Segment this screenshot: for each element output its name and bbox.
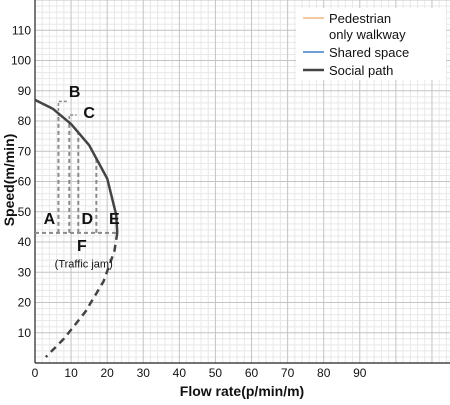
annotation-f: F (77, 238, 87, 255)
annotation-a: A (44, 211, 56, 228)
x-tick-label: 10 (64, 366, 78, 380)
annotation-b: B (69, 84, 81, 101)
x-tick-label: 0 (32, 366, 39, 380)
y-tick-label: 110 (12, 23, 31, 37)
y-tick-label: 90 (18, 84, 32, 98)
legend-label-social: Social path (329, 63, 393, 78)
y-tick-labels: 10 20 30 40 50 60 70 80 90 100 110 (11, 23, 31, 340)
series-lines (34, 98, 119, 358)
legend: Pedestrian only walkway Shared space Soc… (296, 8, 446, 80)
annotation-d: D (82, 211, 94, 228)
x-tick-label: 50 (209, 366, 223, 380)
annotation-traffic: (Traffic jam) (55, 259, 113, 271)
annotations: A BC D E F (Traffic jam) (44, 84, 120, 271)
y-tick-label: 100 (11, 54, 31, 68)
x-tick-label: 30 (137, 366, 151, 380)
legend-label-pedestrian-line2: only walkway (329, 27, 406, 42)
y-tick-label: 80 (18, 114, 32, 128)
y-tick-label: 70 (18, 144, 32, 158)
y-tick-label: 30 (18, 265, 32, 279)
legend-label-pedestrian-line1: Pedestrian (329, 11, 391, 26)
x-tick-label: 70 (281, 366, 295, 380)
y-tick-label: 10 (18, 326, 32, 340)
annotation-c: C (83, 105, 95, 122)
legend-label-shared: Shared space (329, 45, 409, 60)
legend-background (296, 8, 446, 80)
y-axis-title: Speed(m/min) (1, 134, 17, 227)
x-axis-title: Flow rate(p/min/m) (180, 383, 304, 399)
x-tick-label: 60 (245, 366, 259, 380)
y-tick-label: 50 (18, 205, 32, 219)
y-tick-label: 40 (18, 235, 32, 249)
y-tick-label: 20 (18, 296, 32, 310)
x-tick-label: 80 (317, 366, 331, 380)
y-tick-label: 60 (18, 175, 32, 189)
series-line-3-dashed (44, 232, 119, 358)
x-tick-label: 20 (100, 366, 114, 380)
annotation-e: E (109, 211, 120, 228)
x-tick-label: 90 (353, 366, 367, 380)
axes (34, 0, 450, 364)
x-tick-labels: 0 10 20 30 40 50 60 70 80 90 (32, 366, 367, 380)
series-line-3 (34, 98, 119, 233)
x-tick-label: 40 (173, 366, 187, 380)
